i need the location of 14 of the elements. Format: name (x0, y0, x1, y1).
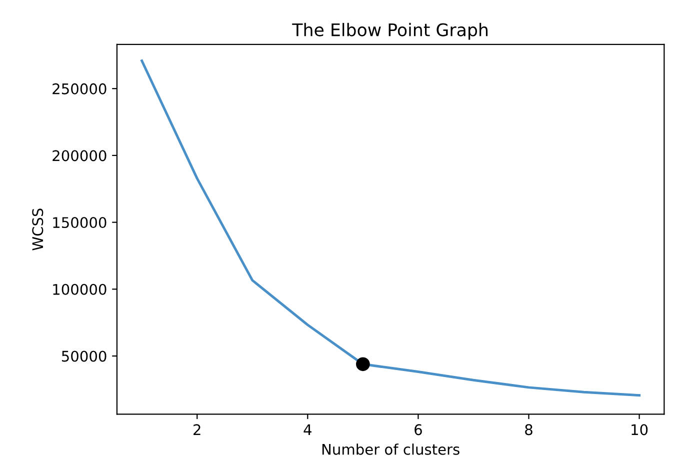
x-axis-title: Number of clusters (322, 444, 460, 455)
y-tick-label: 50000 (62, 350, 106, 362)
y-tick-label: 200000 (52, 150, 106, 162)
y-tick-label: 250000 (52, 83, 106, 94)
line-series (140, 60, 641, 397)
x-tick-label: 2 (194, 424, 200, 435)
x-tick-label: 6 (414, 424, 422, 436)
x-tick-label: 10 (632, 424, 648, 436)
x-tick-label: 8 (525, 424, 532, 436)
chart-title: The Elbow Point Graph (292, 22, 488, 40)
x-tick-label: 4 (304, 424, 312, 435)
y-axis-title: WCSS (32, 208, 44, 250)
y-tick-label: 150000 (53, 217, 106, 228)
y-tick-label: 100000 (53, 284, 106, 295)
